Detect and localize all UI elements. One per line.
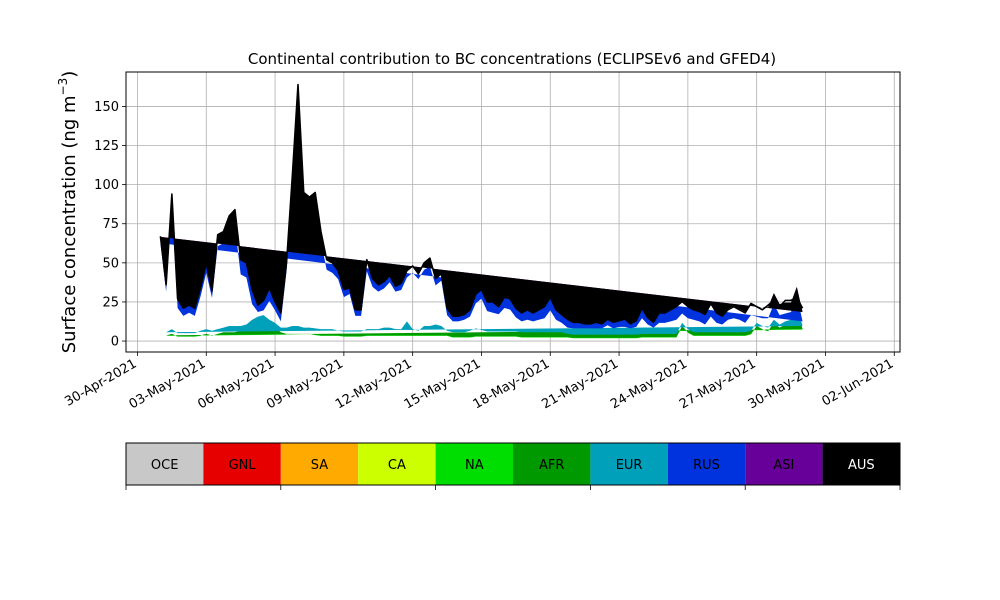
axes-frame (125, 71, 901, 353)
y-axis-label-exponent: −3 (56, 78, 70, 96)
y-tick-label: 100 (94, 178, 119, 193)
legend-swatch-aus (822, 443, 900, 485)
legend-swatch-asi (745, 443, 823, 485)
legend-label-oce: OCE (151, 458, 179, 473)
legend-label-eur: EUR (616, 458, 643, 473)
chart-title: Continental contribution to BC concentra… (248, 50, 776, 68)
y-tick-label: 150 (94, 100, 119, 115)
legend-label-gnl: GNL (229, 458, 257, 473)
x-tick-label: 09-May-2021 (264, 356, 346, 412)
legend-label-aus: AUS (848, 458, 875, 473)
y-tick-label: 125 (94, 139, 119, 154)
x-tick-label: 18-May-2021 (471, 356, 553, 412)
legend-label-ca: CA (388, 458, 406, 473)
legend-label-rus: RUS (693, 458, 720, 473)
legend-swatch-oce (126, 443, 204, 485)
y-tick-label: 25 (102, 295, 119, 310)
x-tick-label: 24-May-2021 (608, 356, 690, 412)
axes-border (125, 71, 901, 353)
legend-label-na: NA (465, 458, 484, 473)
legend-swatch-ca (358, 443, 436, 485)
y-axis-label: Surface concentration (ng m−3) (56, 71, 80, 354)
y-tick-label: 50 (102, 256, 119, 271)
legend-swatch-sa (280, 443, 359, 485)
legend-label-sa: SA (311, 458, 328, 473)
x-tick-label: 12-May-2021 (333, 356, 415, 412)
x-axis-ticks: 30-Apr-202103-May-202106-May-202109-May-… (62, 352, 896, 412)
legend-colorbar: OCE GNL SA CA NA AFR EUR RUS ASI AUS (125, 442, 901, 490)
area-series-aus (160, 85, 803, 324)
area-series-eur (160, 304, 803, 335)
total-line (159, 83, 804, 325)
x-tick-label: 03-May-2021 (127, 356, 209, 412)
legend-border (125, 442, 901, 486)
legend-swatch-afr (513, 443, 591, 485)
y-axis-label-tail: ) (59, 71, 80, 78)
x-tick-label: 06-May-2021 (195, 356, 277, 412)
y-axis-ticks: 0 25 50 75 100 125 150 (94, 100, 126, 350)
x-tick-label: 15-May-2021 (402, 356, 484, 412)
y-tick-label: 75 (102, 217, 119, 232)
x-tick-label: 30-May-2021 (746, 356, 828, 412)
legend-swatch-gnl (203, 443, 281, 485)
legend-label-asi: ASI (773, 458, 794, 473)
area-series-afr (160, 307, 803, 338)
legend-swatch-na (435, 443, 513, 485)
x-tick-label: 02-Jun-2021 (819, 356, 896, 409)
y-tick-label: 0 (111, 335, 119, 350)
legend-swatch-rus (667, 443, 746, 485)
x-tick-label: 21-May-2021 (539, 356, 621, 412)
legend-label-afr: AFR (539, 458, 564, 473)
y-axis-label-main: Surface concentration (ng m (59, 95, 80, 353)
legend-swatch-eur (590, 443, 668, 485)
stacked-areas (159, 83, 804, 339)
x-tick-label: 27-May-2021 (677, 356, 759, 412)
